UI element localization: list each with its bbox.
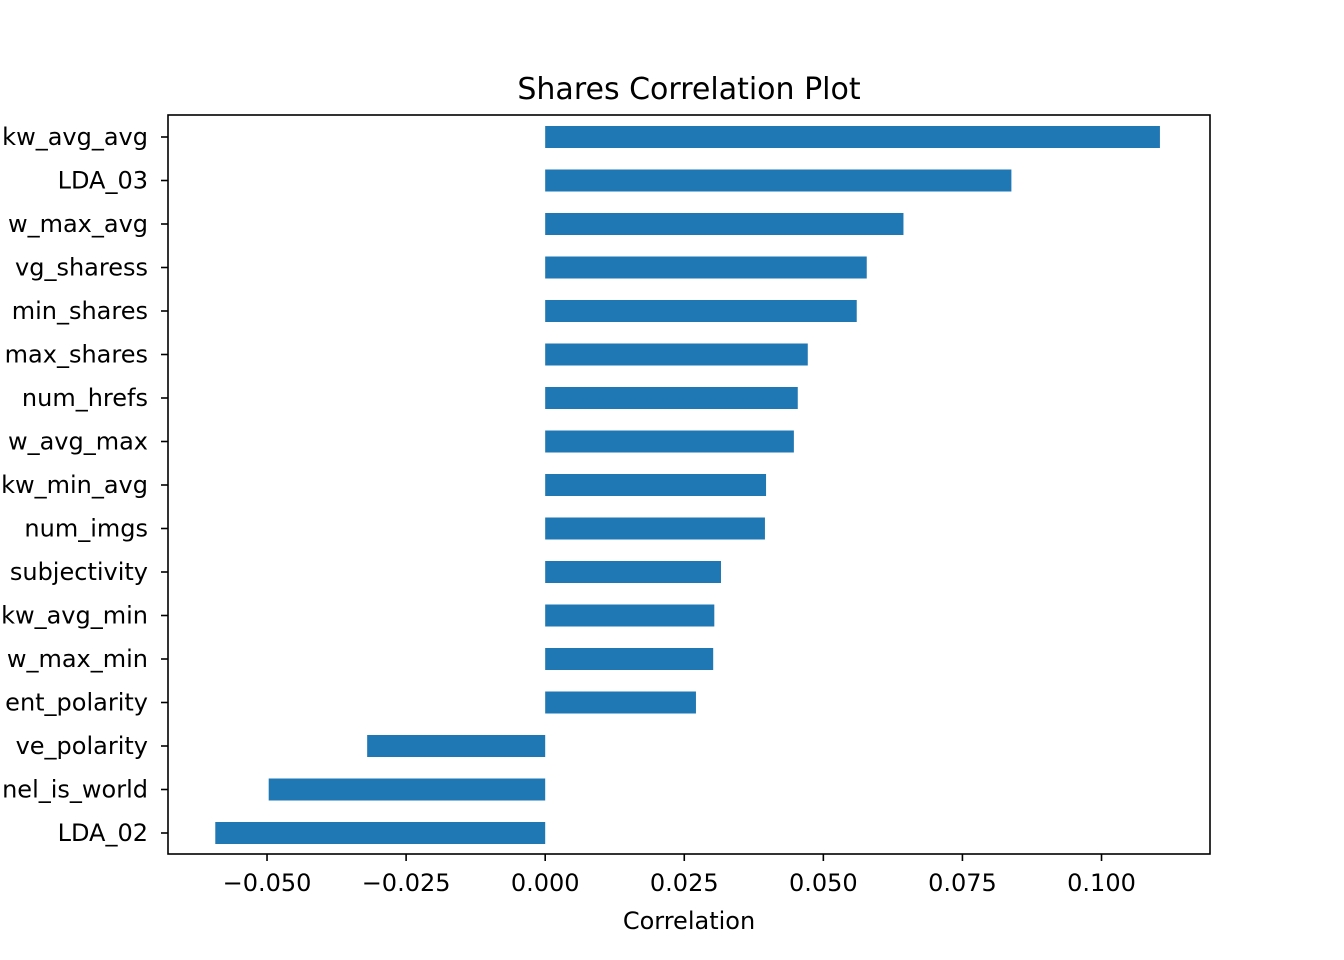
y-tick-label: w_max_avg [8,210,148,238]
bars-layer [215,126,1160,844]
bar-global_subjectivity [545,561,721,583]
bar-kw_max_min [545,648,714,670]
y-tick-label: w_avg_max [8,428,148,456]
y-tick-label: ent_polarity [5,689,148,717]
x-axis-ticks: −0.050 −0.025 0.000 0.025 0.050 0.075 0.100 [223,854,1136,897]
bar-kw_avg_avg [545,126,1160,148]
y-tick-label: num_imgs [24,515,148,543]
bar-data_channel_is_world [268,778,546,801]
y-tick-label: num_hrefs [22,384,148,412]
y-tick-label: kw_min_avg [1,471,148,499]
y-tick-label: min_shares [12,297,148,325]
bar-kw_max_avg [545,213,904,235]
y-tick-label: max_shares [5,341,148,369]
chart-title: Shares Correlation Plot [517,72,860,107]
x-tick-label: 0.000 [511,869,580,897]
bar-kw_min_avg [545,474,767,496]
x-tick-label: 0.025 [650,869,719,897]
y-tick-label: w_max_min [7,645,148,673]
y-tick-label: nel_is_world [2,776,148,804]
bar-self_reference_max_shares [545,343,808,366]
bar-kw_avg_min [545,604,715,627]
y-tick-label: kw_avg_min [1,602,148,630]
bar-LDA_02 [215,822,546,844]
bar-avg_negative_polarity [367,735,546,757]
x-tick-label: 0.050 [789,869,858,897]
bar-LDA_03 [545,169,1012,192]
bar-global_sentiment_polarity [545,691,696,714]
bar-self_reference_min_shares [545,300,857,322]
x-tick-label: −0.025 [362,869,451,897]
y-tick-label: LDA_03 [58,167,148,195]
y-tick-label: vg_sharess [15,254,148,282]
y-tick-label: LDA_02 [58,819,148,847]
x-axis-label: Correlation [623,907,755,935]
y-tick-label: subjectivity [10,558,148,586]
bar-num_imgs [545,517,765,540]
bar-self_reference_avg_sharess [545,256,867,279]
bar-kw_avg_max [545,430,794,453]
y-axis-ticks: kw_avg_avg LDA_03 w_max_avg vg_sharess min_s… [1,123,168,847]
bar-num_hrefs [545,387,798,409]
y-tick-label: kw_avg_avg [2,123,148,151]
x-tick-label: 0.075 [928,869,997,897]
x-tick-label: 0.100 [1067,869,1136,897]
plot-frame [167,114,1211,855]
x-tick-label: −0.050 [223,869,312,897]
y-tick-label: ve_polarity [16,732,148,760]
